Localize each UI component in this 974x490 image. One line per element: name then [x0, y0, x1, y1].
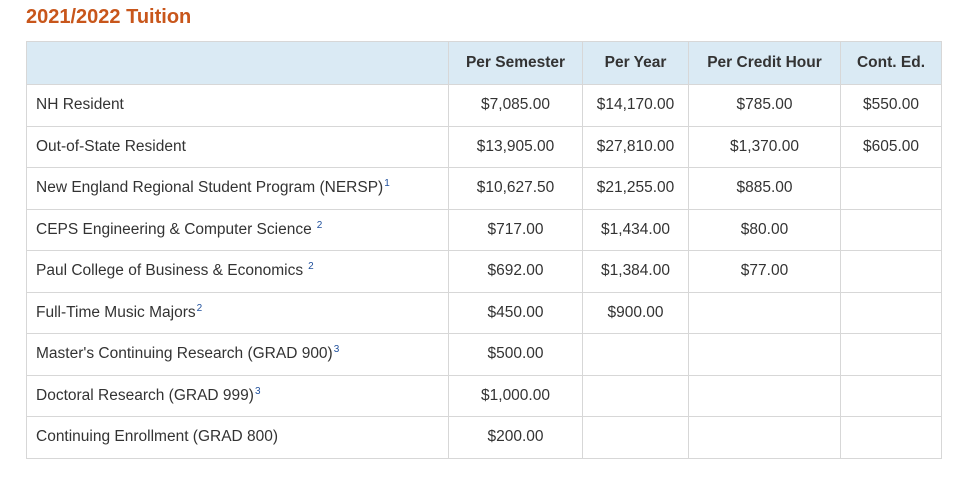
table-row: Paul College of Business & Economics 2 $6…	[26, 250, 942, 293]
header-cell-per-year: Per Year	[582, 41, 689, 85]
cell-per-credit-hour: $1,370.00	[688, 125, 841, 168]
row-label-text: Out-of-State Resident	[36, 137, 186, 155]
page-title: 2021/2022 Tuition	[26, 6, 192, 28]
row-label: CEPS Engineering & Computer Science 2	[26, 208, 449, 251]
cell-per-year: $21,255.00	[582, 167, 689, 210]
cell-cont-ed	[840, 167, 942, 210]
row-label: Doctoral Research (GRAD 999)3	[26, 374, 449, 417]
row-label-text: New England Regional Student Program (NE…	[36, 179, 384, 197]
table-row: Continuing Enrollment (GRAD 800) $200.00	[26, 416, 942, 459]
table-row: CEPS Engineering & Computer Science 2 $71…	[26, 208, 942, 251]
cell-per-year: $900.00	[582, 291, 689, 334]
cell-per-credit-hour: $80.00	[688, 208, 841, 251]
row-label-text: Full-Time Music Majors	[36, 303, 196, 321]
table-row: Full-Time Music Majors2 $450.00 $900.00	[26, 291, 942, 334]
cell-per-semester: $717.00	[448, 208, 583, 251]
table-row: New England Regional Student Program (NE…	[26, 167, 942, 210]
table-body: NH Resident $7,085.00 $14,170.00 $785.00…	[26, 84, 942, 459]
row-label: Master's Continuing Research (GRAD 900)3	[26, 333, 449, 376]
cell-per-year: $27,810.00	[582, 125, 689, 168]
row-label-text: Continuing Enrollment (GRAD 800)	[36, 428, 279, 446]
header-row: Per Semester Per Year Per Credit Hour Co…	[26, 41, 942, 85]
table-row: Doctoral Research (GRAD 999)3 $1,000.00	[26, 374, 942, 417]
row-label-text: CEPS Engineering & Computer Science	[36, 220, 312, 238]
cell-per-year	[582, 374, 689, 417]
row-label-text: Master's Continuing Research (GRAD 900)	[36, 345, 333, 363]
row-label: Full-Time Music Majors2	[26, 291, 449, 334]
row-label: Paul College of Business & Economics 2	[26, 250, 449, 293]
cell-per-semester: $1,000.00	[448, 374, 583, 417]
cell-per-year: $14,170.00	[582, 84, 689, 127]
cell-per-credit-hour	[688, 374, 841, 417]
header-cell-per-semester: Per Semester	[448, 41, 583, 85]
footnote-link[interactable]: 3	[254, 385, 261, 397]
cell-cont-ed	[840, 416, 942, 459]
footnote-link[interactable]: 1	[384, 178, 390, 190]
row-label-text: Paul College of Business & Economics	[36, 262, 304, 280]
cell-cont-ed	[840, 208, 942, 251]
cell-per-year	[582, 333, 689, 376]
header-cell-label	[26, 41, 449, 85]
cell-per-semester: $7,085.00	[448, 84, 583, 127]
table-row: Out-of-State Resident $13,905.00 $27,810…	[26, 125, 942, 168]
row-label: New England Regional Student Program (NE…	[26, 167, 449, 210]
row-label: Out-of-State Resident	[26, 125, 449, 168]
cell-cont-ed	[840, 291, 942, 334]
cell-per-semester: $692.00	[448, 250, 583, 293]
cell-cont-ed	[840, 374, 942, 417]
cell-per-semester: $13,905.00	[448, 125, 583, 168]
cell-per-credit-hour	[688, 416, 841, 459]
table-row: Master's Continuing Research (GRAD 900)3…	[26, 333, 942, 376]
tuition-table: Per Semester Per Year Per Credit Hour Co…	[26, 41, 942, 459]
cell-per-year: $1,384.00	[582, 250, 689, 293]
cell-cont-ed	[840, 250, 942, 293]
cell-per-semester: $450.00	[448, 291, 583, 334]
cell-cont-ed: $605.00	[840, 125, 942, 168]
cell-per-semester: $10,627.50	[448, 167, 583, 210]
footnote-link[interactable]: 2	[316, 219, 323, 231]
cell-per-year	[582, 416, 689, 459]
footnote-link[interactable]: 2	[308, 261, 314, 273]
footnote-link[interactable]: 3	[333, 344, 340, 356]
cell-per-credit-hour: $885.00	[688, 167, 841, 210]
cell-per-credit-hour	[688, 291, 841, 334]
cell-per-credit-hour	[688, 333, 841, 376]
cell-per-year: $1,434.00	[582, 208, 689, 251]
cell-per-semester: $200.00	[448, 416, 583, 459]
header-cell-cont-ed: Cont. Ed.	[840, 41, 942, 85]
cell-cont-ed	[840, 333, 942, 376]
row-label-text: Doctoral Research (GRAD 999)	[36, 386, 254, 404]
row-label: Continuing Enrollment (GRAD 800)	[26, 416, 449, 459]
footnote-link[interactable]: 2	[196, 302, 203, 314]
cell-per-credit-hour: $77.00	[688, 250, 841, 293]
cell-cont-ed: $550.00	[840, 84, 942, 127]
row-label-text: NH Resident	[36, 96, 124, 114]
cell-per-semester: $500.00	[448, 333, 583, 376]
row-label: NH Resident	[26, 84, 449, 127]
table-header: Per Semester Per Year Per Credit Hour Co…	[26, 41, 942, 85]
table-row: NH Resident $7,085.00 $14,170.00 $785.00…	[26, 84, 942, 127]
cell-per-credit-hour: $785.00	[688, 84, 841, 127]
header-cell-per-credit-hour: Per Credit Hour	[688, 41, 841, 85]
